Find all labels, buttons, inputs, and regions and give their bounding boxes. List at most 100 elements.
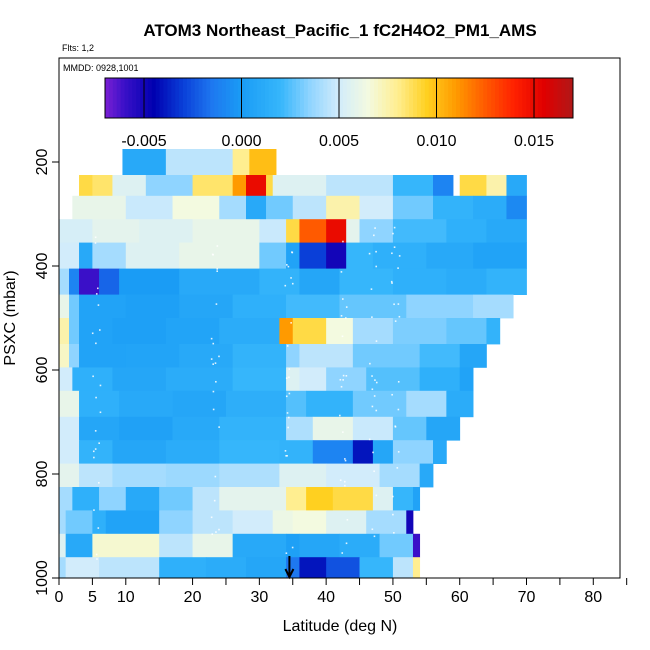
heat-cell xyxy=(326,367,367,392)
track-speck xyxy=(285,377,288,379)
heat-cell xyxy=(179,268,260,295)
heat-cell xyxy=(326,219,347,243)
colorbar-swatch xyxy=(264,78,270,118)
track-speck xyxy=(343,480,346,483)
heat-cell xyxy=(506,195,527,220)
heatmap-cells xyxy=(59,149,527,579)
heat-cell xyxy=(419,344,461,368)
track-speck xyxy=(393,303,395,306)
colorbar-swatch xyxy=(241,78,246,118)
colorbar-swatch xyxy=(155,78,161,118)
heat-cell xyxy=(225,390,287,418)
heat-cell xyxy=(292,195,327,220)
track-speck xyxy=(290,277,292,279)
colorbar-swatch xyxy=(225,78,231,118)
heat-cell xyxy=(232,533,287,558)
heat-cell xyxy=(65,557,100,579)
x-tick-label: 60 xyxy=(451,589,469,606)
colorbar-swatch xyxy=(545,78,551,118)
heat-cell xyxy=(59,367,73,392)
heat-cell xyxy=(286,416,314,441)
track-speck xyxy=(288,376,290,379)
colorbar-swatch xyxy=(339,78,344,118)
track-speck xyxy=(212,390,215,393)
colorbar-swatch xyxy=(108,78,114,118)
heat-cell xyxy=(65,533,93,558)
colorbar-swatch xyxy=(459,78,465,118)
track-speck xyxy=(286,454,288,457)
heat-cell xyxy=(59,390,80,418)
track-speck xyxy=(371,316,373,318)
heat-cell xyxy=(259,219,287,243)
heat-cell xyxy=(105,510,160,535)
colorbar-tick-label: -0.005 xyxy=(121,133,166,150)
heat-cell xyxy=(246,195,267,220)
heat-cell xyxy=(92,510,107,535)
heat-cell xyxy=(59,242,80,269)
colorbar-swatch xyxy=(530,78,535,118)
track-speck xyxy=(373,395,376,397)
heat-cell xyxy=(392,440,434,464)
colorbar-swatch xyxy=(346,78,352,118)
heat-cell xyxy=(79,344,127,368)
heat-cell xyxy=(59,463,80,488)
track-speck xyxy=(216,270,219,272)
track-speck xyxy=(342,240,344,243)
track-speck xyxy=(341,335,344,338)
heat-cell xyxy=(79,390,120,418)
heat-cell xyxy=(326,175,394,197)
heat-cell xyxy=(59,318,70,345)
y-axis: 200 400 600 800 1000 xyxy=(34,149,59,596)
heat-cell xyxy=(433,195,474,220)
track-speck xyxy=(212,408,215,411)
heat-cell xyxy=(92,242,127,269)
colorbar-swatch xyxy=(389,78,395,118)
colorbar-swatch xyxy=(136,78,141,118)
heat-cell xyxy=(299,557,327,579)
heat-cell xyxy=(392,175,434,197)
track-speck xyxy=(339,414,341,417)
colorbar-swatch xyxy=(483,78,488,118)
heat-cell xyxy=(286,344,300,368)
heat-cell xyxy=(459,344,487,368)
heat-cell xyxy=(286,533,300,558)
colorbar-swatch xyxy=(436,78,441,118)
track-speck xyxy=(341,298,344,300)
colorbar-swatch xyxy=(498,78,504,118)
colorbar-tick-label: 0.015 xyxy=(514,133,554,150)
colorbar-swatch xyxy=(194,78,200,118)
heat-cell xyxy=(366,367,421,392)
heat-cell xyxy=(286,219,300,243)
heat-cell xyxy=(219,463,280,488)
colorbar-swatch xyxy=(292,78,297,118)
heat-cell xyxy=(172,390,227,418)
heat-cell xyxy=(172,195,220,220)
track-speck xyxy=(214,362,217,364)
heat-cell xyxy=(59,219,93,243)
heat-cell xyxy=(92,533,160,558)
heat-cell xyxy=(433,440,447,464)
heat-cell xyxy=(232,367,287,392)
heat-cell xyxy=(412,557,421,579)
track-speck xyxy=(97,304,100,306)
track-speck xyxy=(215,303,218,305)
track-speck xyxy=(218,426,220,428)
heat-cell xyxy=(299,268,340,295)
heat-cell xyxy=(125,487,160,511)
colorbar-swatch xyxy=(366,78,371,118)
track-speck xyxy=(375,381,378,384)
x-tick-label: 30 xyxy=(250,589,268,606)
colorbar-swatch xyxy=(183,78,188,118)
track-speck xyxy=(397,380,400,383)
heat-cell xyxy=(326,318,354,345)
heat-cell xyxy=(359,219,394,243)
colorbar-swatch xyxy=(397,78,402,118)
colorbar-swatch xyxy=(167,78,172,118)
heat-cell xyxy=(112,440,167,464)
track-speck xyxy=(95,396,97,399)
heat-cell xyxy=(79,463,113,488)
heat-cell xyxy=(69,318,80,345)
colorbar-swatch xyxy=(210,78,215,118)
heat-cell xyxy=(192,510,234,535)
colorbar-swatch xyxy=(323,78,328,118)
